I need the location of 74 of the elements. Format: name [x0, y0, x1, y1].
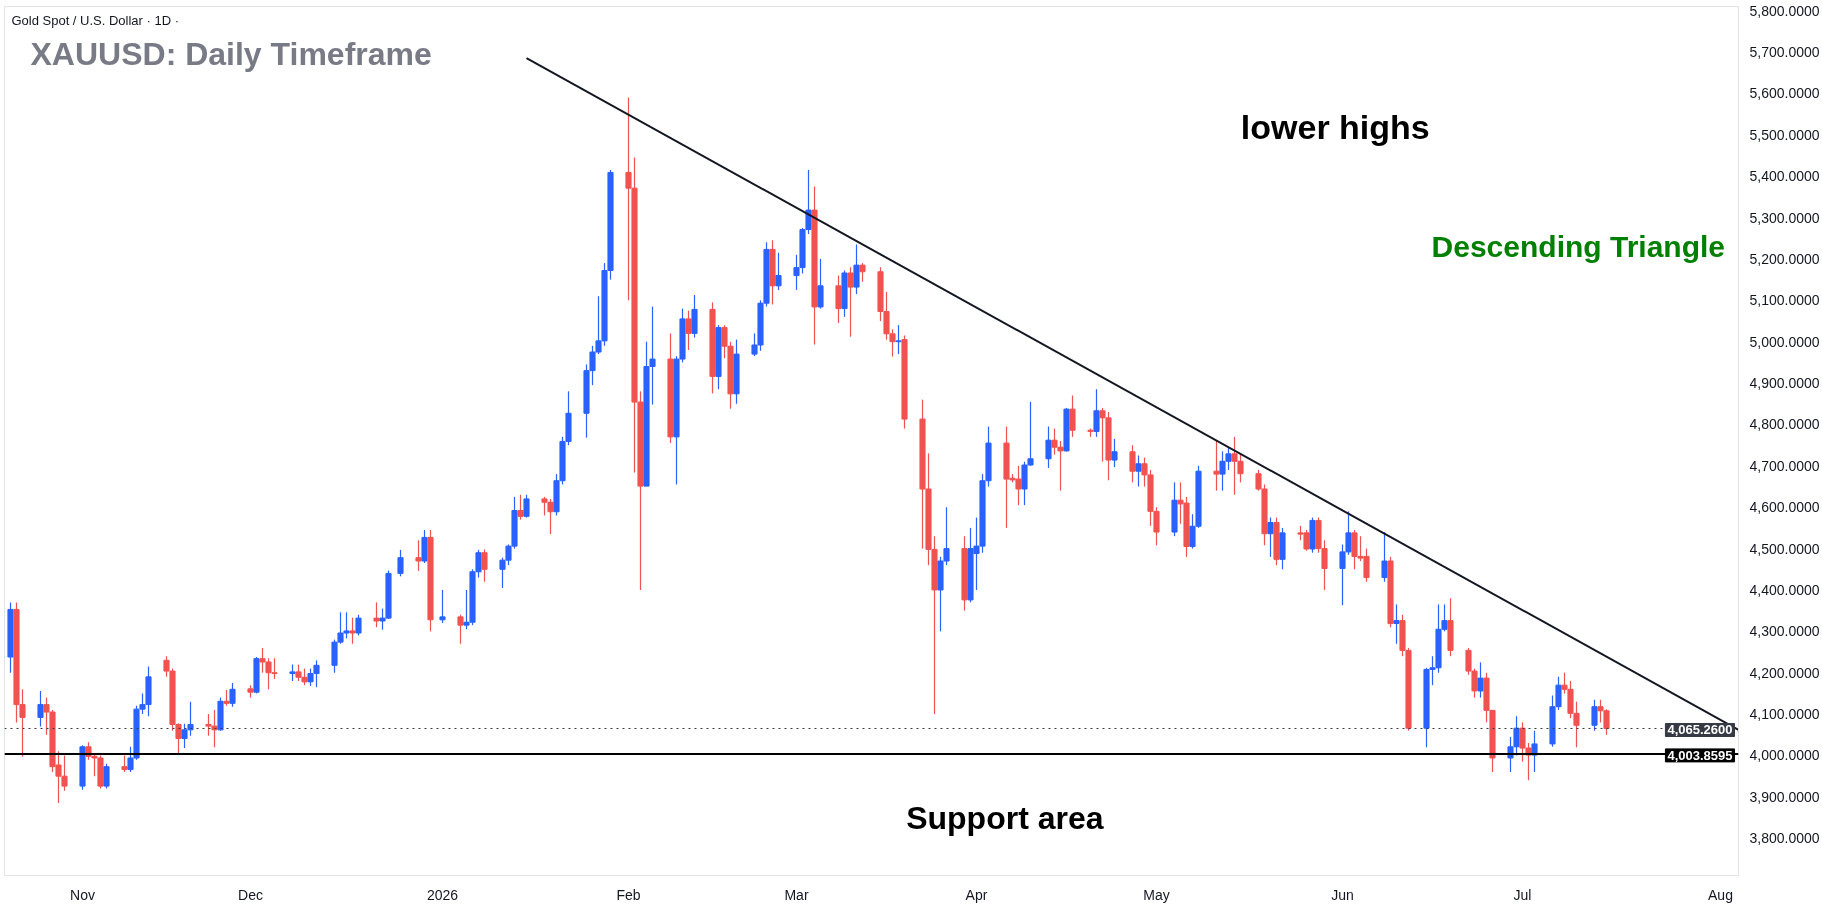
ref-line-label: 4,065.2600: [1667, 722, 1733, 738]
candlestick: [895, 324, 902, 355]
candlestick: [691, 294, 698, 339]
candlestick: [817, 258, 824, 310]
candlestick: [859, 262, 866, 283]
candlestick: [1093, 388, 1100, 438]
candlestick: [1477, 661, 1484, 699]
candlestick: [517, 494, 524, 521]
candlestick: [847, 266, 854, 338]
candlestick: [1045, 425, 1052, 469]
candlestick: [1129, 444, 1136, 483]
x-tick-label: 2026: [426, 886, 459, 903]
candlestick: [1591, 699, 1598, 732]
y-tick-label: 4,500.0000: [1749, 540, 1820, 557]
candlestick: [37, 690, 44, 728]
candlestick: [1393, 603, 1400, 645]
candlestick: [523, 494, 530, 519]
candlestick: [439, 589, 446, 624]
candlestick: [835, 274, 842, 324]
candlestick: [103, 763, 110, 790]
candlestick: [349, 617, 356, 645]
y-tick-label: 5,000.0000: [1749, 333, 1820, 350]
y-tick-label: 4,100.0000: [1749, 706, 1820, 723]
candlestick: [685, 310, 692, 351]
candlestick: [397, 549, 404, 577]
candlestick: [229, 682, 236, 708]
candlestick: [355, 614, 362, 637]
annotation: Descending Triangle: [1431, 229, 1725, 263]
candlestick: [1111, 438, 1118, 468]
y-tick-label: 4,300.0000: [1749, 623, 1820, 640]
candlestick: [421, 529, 428, 564]
y-tick-label: 5,300.0000: [1749, 209, 1820, 226]
x-tick-label: Dec: [238, 886, 263, 903]
candlestick: [373, 601, 380, 628]
candlestick: [1069, 394, 1076, 438]
y-tick-label: 5,700.0000: [1749, 44, 1820, 61]
x-tick-label: Jul: [1513, 886, 1532, 903]
y-tick-label: 4,000.0000: [1749, 747, 1820, 764]
candlestick: [1381, 531, 1388, 583]
y-tick-label: 5,100.0000: [1749, 292, 1820, 309]
candlestick: [853, 243, 860, 295]
y-tick-label: 5,500.0000: [1749, 126, 1820, 143]
annotation: XAUUSD: Daily Timeframe: [30, 35, 432, 72]
y-tick-label: 3,800.0000: [1749, 830, 1820, 847]
y-tick-label: 4,900.0000: [1749, 375, 1820, 392]
candlestick: [1213, 440, 1220, 492]
text: Gold Spot / U.S. Dollar · 1D ·: [11, 13, 180, 29]
y-tick-label: 4,800.0000: [1749, 416, 1820, 433]
y-tick-label: 5,200.0000: [1749, 250, 1820, 267]
x-tick-label: Apr: [965, 886, 988, 903]
y-tick-label: 3,900.0000: [1749, 788, 1820, 805]
x-tick-label: Jun: [1331, 886, 1354, 903]
y-tick-label: 5,600.0000: [1749, 85, 1820, 102]
y-tick-label: 4,600.0000: [1749, 499, 1820, 516]
candlestick: [1135, 454, 1142, 488]
candlestick: [1531, 730, 1538, 773]
y-tick-label: 5,800.0000: [1749, 2, 1820, 19]
candlestick: [1267, 516, 1274, 558]
y-tick-label: 4,700.0000: [1749, 457, 1820, 474]
y-tick-label: 4,400.0000: [1749, 581, 1820, 598]
annotation: lower highs: [1240, 107, 1430, 146]
candlestick: [457, 614, 464, 645]
candlestick: [775, 252, 782, 291]
candlestick: [415, 539, 422, 572]
ref-line-label: 4,003.8595: [1667, 747, 1733, 763]
candlestick: [481, 548, 488, 583]
x-tick-label: May: [1143, 886, 1170, 903]
y-tick-label: 5,400.0000: [1749, 168, 1820, 185]
x-tick-label: Feb: [616, 886, 641, 903]
y-tick-label: 4,200.0000: [1749, 664, 1820, 681]
x-tick-label: Mar: [784, 886, 809, 903]
x-tick-label: Aug: [1708, 886, 1733, 903]
annotation: Support area: [906, 800, 1104, 837]
x-tick-label: Nov: [70, 886, 95, 903]
